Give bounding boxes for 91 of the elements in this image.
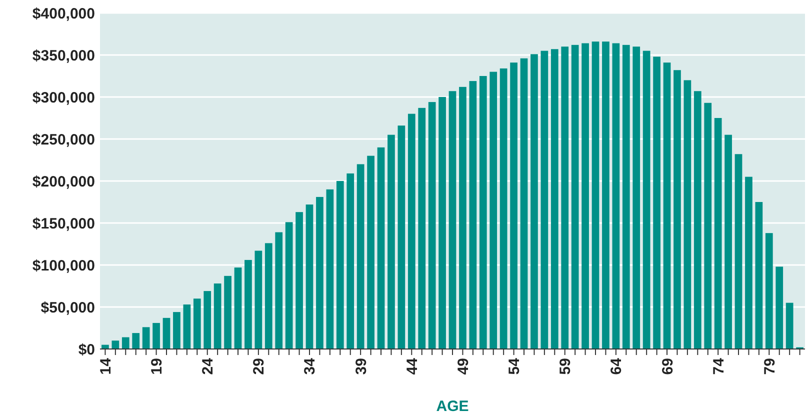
x-tick-label: 64: [608, 357, 626, 375]
bar: [438, 97, 446, 349]
bar: [674, 70, 681, 349]
y-tick-label: $150,000: [32, 215, 95, 232]
x-tick-label: 39: [352, 358, 370, 375]
bar: [663, 62, 671, 349]
bar: [183, 304, 191, 349]
bar: [285, 222, 293, 349]
bar: [510, 62, 518, 349]
x-tick-label: 24: [200, 357, 217, 375]
bar: [214, 283, 222, 349]
bar: [550, 49, 558, 349]
bar: [714, 118, 722, 349]
bar: [224, 276, 232, 349]
bar: [408, 114, 416, 349]
x-tick-label: 74: [710, 357, 728, 375]
bar: [776, 266, 784, 349]
bar: [459, 86, 466, 349]
bar: [112, 340, 120, 349]
bar: [602, 42, 610, 349]
bar: [388, 134, 395, 349]
bar: [336, 181, 344, 349]
x-tick-label: 79: [761, 358, 778, 375]
bar: [448, 91, 456, 349]
bar: [561, 46, 569, 349]
bar: [704, 102, 712, 349]
bar: [296, 212, 303, 349]
bar: [745, 176, 752, 349]
bar: [132, 333, 140, 349]
x-tick-label: 69: [659, 358, 676, 375]
x-tick-label: 29: [250, 358, 268, 375]
bar: [173, 312, 180, 349]
bar: [428, 102, 436, 349]
bar: [592, 42, 600, 349]
bar: [418, 108, 426, 349]
x-tick-label: 49: [454, 358, 472, 375]
bar: [316, 196, 324, 349]
bar: [734, 154, 742, 349]
bar: [326, 189, 334, 349]
bar: [642, 50, 650, 349]
bar: [765, 233, 773, 349]
bar: [469, 81, 477, 349]
x-tick-label: 54: [506, 357, 524, 375]
bar: [632, 46, 640, 349]
bar: [653, 56, 660, 349]
bar: [684, 80, 692, 349]
y-tick-label: $200,000: [32, 173, 95, 190]
bar: [264, 243, 272, 349]
bar: [346, 173, 354, 349]
x-axis-title: AGE: [436, 398, 469, 415]
bar: [571, 44, 579, 349]
bar: [234, 268, 242, 349]
bar: [398, 126, 406, 349]
bar: [122, 337, 130, 349]
bar: [540, 50, 548, 349]
bar: [162, 318, 170, 349]
y-tick-label: $350,000: [32, 47, 95, 64]
y-tick-label: $300,000: [32, 89, 95, 106]
x-tick-label: 59: [557, 358, 574, 375]
bar: [356, 164, 364, 349]
y-tick-label: $0: [78, 341, 95, 358]
bar: [244, 260, 252, 349]
y-tick-label: $250,000: [32, 131, 95, 148]
bar: [500, 68, 508, 349]
bar: [193, 298, 201, 349]
bar: [755, 202, 763, 349]
x-tick-label: 19: [148, 358, 166, 375]
bar: [786, 302, 794, 349]
bar: [582, 43, 589, 349]
x-tick-label: 14: [97, 357, 114, 375]
bar: [306, 204, 314, 349]
y-tick-label: $50,000: [40, 299, 95, 316]
y-tick-label: $400,000: [32, 5, 95, 22]
x-tick-label: 34: [302, 357, 319, 375]
bar: [694, 91, 702, 349]
bar: [152, 322, 160, 349]
bar: [724, 134, 732, 349]
bar: [530, 54, 538, 349]
bar: [479, 76, 487, 349]
bar: [612, 43, 620, 349]
bar: [622, 44, 630, 349]
bar: [367, 156, 374, 349]
bar: [377, 147, 385, 349]
bar: [490, 72, 498, 349]
bar: [142, 327, 150, 349]
x-tick-label: 44: [404, 357, 421, 375]
bar: [254, 250, 262, 349]
bar: [520, 58, 528, 349]
bar: [204, 291, 212, 349]
y-tick-label: $100,000: [32, 257, 95, 274]
bar: [275, 232, 283, 349]
